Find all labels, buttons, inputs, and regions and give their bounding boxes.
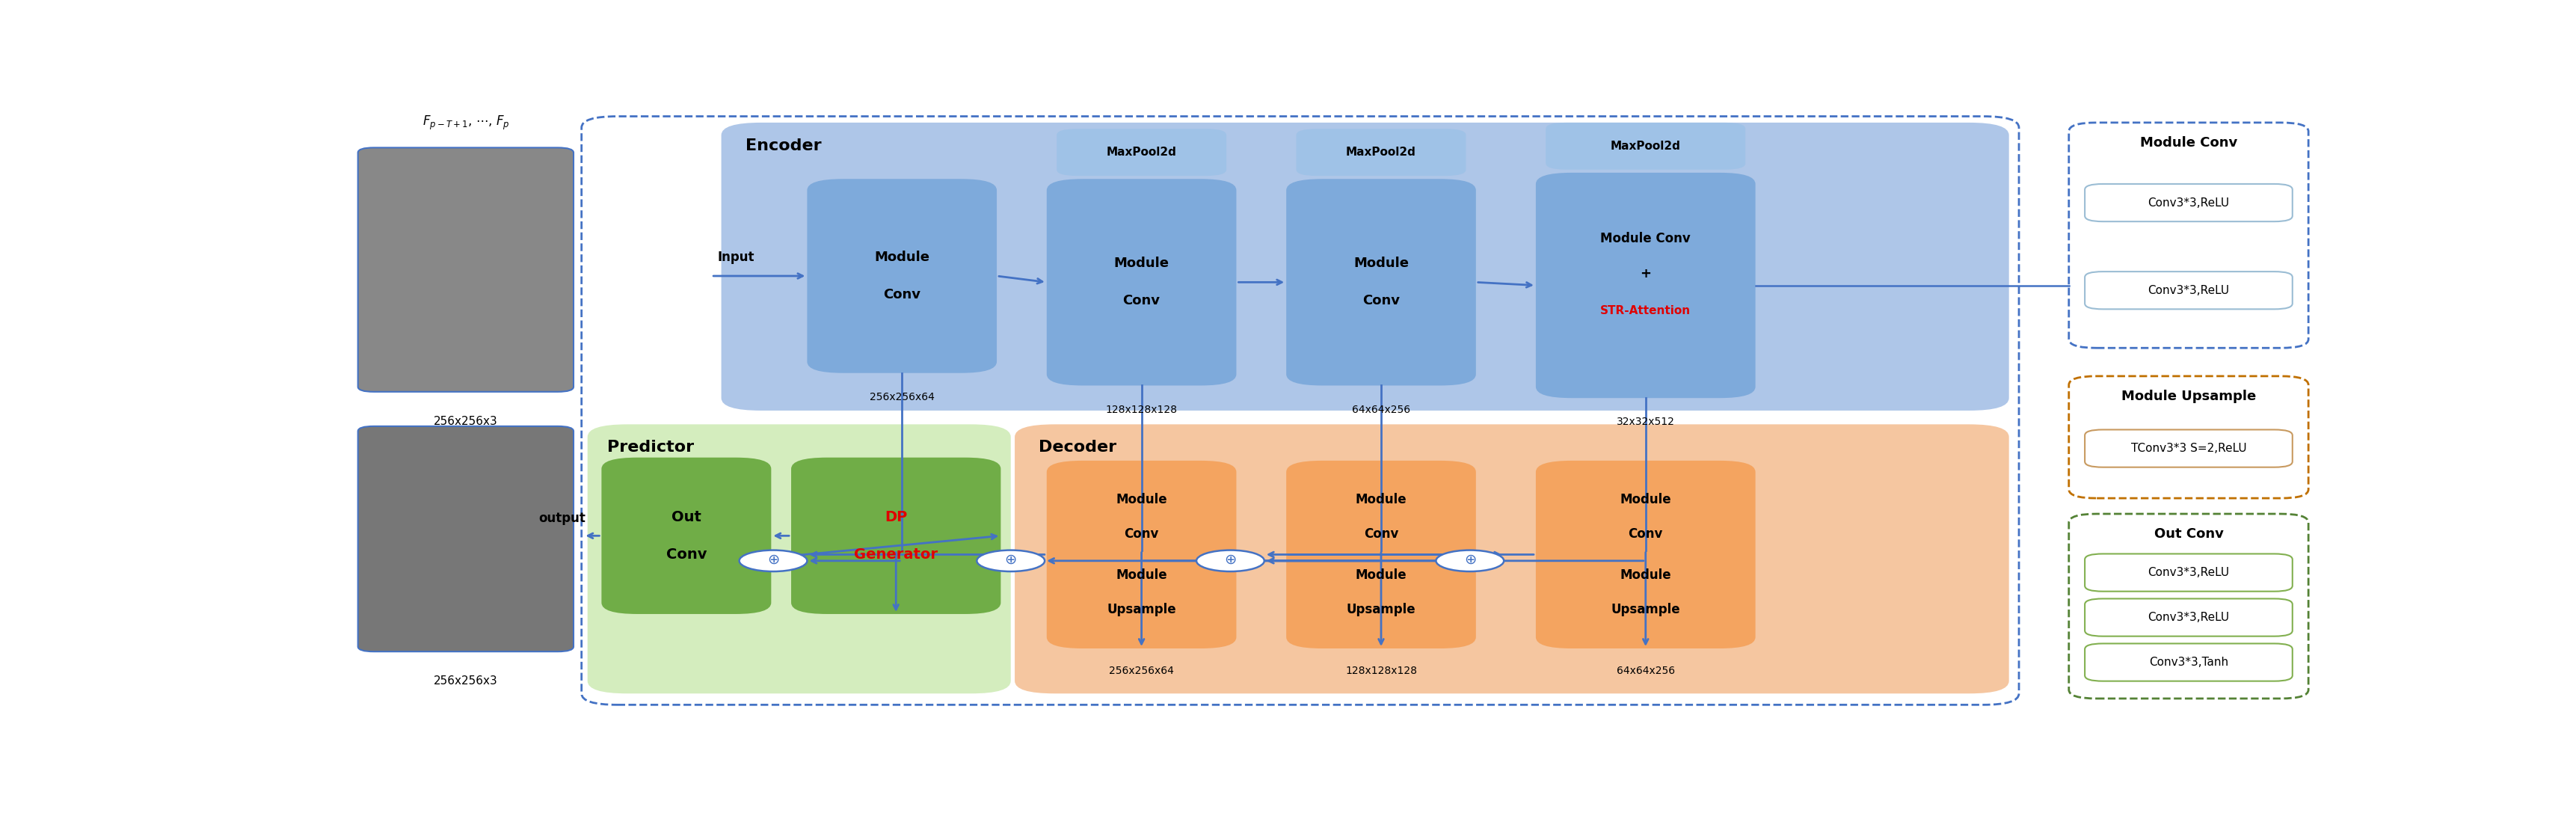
FancyBboxPatch shape <box>1285 461 1476 649</box>
Text: Module: Module <box>1115 568 1167 582</box>
Text: 128x128x128: 128x128x128 <box>1345 666 1417 676</box>
Text: $\oplus$: $\oplus$ <box>1224 553 1236 567</box>
FancyBboxPatch shape <box>1046 179 1236 385</box>
Text: Conv: Conv <box>1363 294 1399 308</box>
Text: MaxPool2d: MaxPool2d <box>1610 141 1680 152</box>
FancyBboxPatch shape <box>1056 128 1226 176</box>
Text: Conv: Conv <box>884 288 920 302</box>
Text: Out: Out <box>672 510 701 524</box>
Text: $F_{p-T+1}$, $\cdots$, $F_p$: $F_{p-T+1}$, $\cdots$, $F_p$ <box>422 115 510 132</box>
Text: Module: Module <box>1113 257 1170 270</box>
FancyBboxPatch shape <box>587 424 1010 693</box>
Text: 32x32x512: 32x32x512 <box>1618 417 1674 428</box>
FancyBboxPatch shape <box>358 426 574 651</box>
Text: 256x256x3: 256x256x3 <box>433 415 497 427</box>
FancyBboxPatch shape <box>1285 179 1476 385</box>
Text: Module: Module <box>873 250 930 264</box>
Text: TConv3*3 S=2,ReLU: TConv3*3 S=2,ReLU <box>2130 443 2246 454</box>
FancyBboxPatch shape <box>603 458 770 614</box>
Text: Conv3*3,ReLU: Conv3*3,ReLU <box>2148 567 2228 578</box>
Text: Conv: Conv <box>1363 527 1399 541</box>
Text: Conv: Conv <box>1628 527 1664 541</box>
Text: Conv3*3,ReLU: Conv3*3,ReLU <box>2148 612 2228 623</box>
FancyBboxPatch shape <box>2084 598 2293 637</box>
Text: Generator: Generator <box>855 547 938 562</box>
Text: Decoder: Decoder <box>1038 440 1115 455</box>
Text: Predictor: Predictor <box>608 440 696 455</box>
Text: 64x64x256: 64x64x256 <box>1352 404 1409 415</box>
FancyBboxPatch shape <box>2084 272 2293 309</box>
Circle shape <box>1435 550 1504 572</box>
FancyBboxPatch shape <box>721 123 2009 411</box>
Text: Upsample: Upsample <box>1347 603 1417 616</box>
Circle shape <box>739 550 806 572</box>
Text: Conv3*3,Tanh: Conv3*3,Tanh <box>2148 657 2228 668</box>
Text: MaxPool2d: MaxPool2d <box>1108 146 1177 158</box>
FancyBboxPatch shape <box>806 179 997 373</box>
Text: 256x256x64: 256x256x64 <box>1110 666 1175 676</box>
Text: Upsample: Upsample <box>1610 603 1680 616</box>
FancyBboxPatch shape <box>2084 554 2293 591</box>
Text: output: output <box>538 511 585 525</box>
Text: Module Conv: Module Conv <box>1600 232 1690 246</box>
FancyBboxPatch shape <box>1296 128 1466 176</box>
FancyBboxPatch shape <box>1535 461 1754 649</box>
Text: Conv: Conv <box>1123 527 1159 541</box>
Text: DP: DP <box>884 510 907 524</box>
FancyBboxPatch shape <box>1015 424 2009 693</box>
Text: Module: Module <box>1352 257 1409 270</box>
FancyBboxPatch shape <box>1535 172 1754 398</box>
Text: Input: Input <box>716 250 755 264</box>
Text: Conv: Conv <box>1123 294 1159 308</box>
Text: Module: Module <box>1620 568 1672 582</box>
Text: Encoder: Encoder <box>744 138 822 153</box>
Text: Conv3*3,ReLU: Conv3*3,ReLU <box>2148 197 2228 208</box>
Text: Module: Module <box>1620 493 1672 506</box>
Circle shape <box>976 550 1046 572</box>
FancyBboxPatch shape <box>1046 461 1236 649</box>
FancyBboxPatch shape <box>358 148 574 392</box>
Text: Module: Module <box>1355 568 1406 582</box>
Text: 256x256x3: 256x256x3 <box>433 676 497 687</box>
Text: Conv: Conv <box>667 547 706 562</box>
Text: Module: Module <box>1115 493 1167 506</box>
FancyBboxPatch shape <box>791 458 999 614</box>
Text: 256x256x64: 256x256x64 <box>871 392 935 402</box>
Circle shape <box>1195 550 1265 572</box>
Text: Module Conv: Module Conv <box>2141 137 2239 150</box>
Text: Upsample: Upsample <box>1108 603 1177 616</box>
Text: Conv3*3,ReLU: Conv3*3,ReLU <box>2148 285 2228 296</box>
Text: 64x64x256: 64x64x256 <box>1615 666 1674 676</box>
Text: STR-Attention: STR-Attention <box>1600 305 1690 316</box>
Text: Module Upsample: Module Upsample <box>2120 390 2257 403</box>
Text: Out Conv: Out Conv <box>2154 528 2223 541</box>
Text: $\oplus$: $\oplus$ <box>1005 553 1018 567</box>
Text: 128x128x128: 128x128x128 <box>1105 404 1177 415</box>
Text: MaxPool2d: MaxPool2d <box>1347 146 1417 158</box>
FancyBboxPatch shape <box>2084 644 2293 681</box>
FancyBboxPatch shape <box>2084 429 2293 467</box>
Text: Module: Module <box>1355 493 1406 506</box>
Text: +: + <box>1641 267 1651 280</box>
Text: $\oplus$: $\oplus$ <box>1463 553 1476 567</box>
Text: $\oplus$: $\oplus$ <box>768 553 781 567</box>
FancyBboxPatch shape <box>1546 123 1747 170</box>
FancyBboxPatch shape <box>2084 184 2293 221</box>
